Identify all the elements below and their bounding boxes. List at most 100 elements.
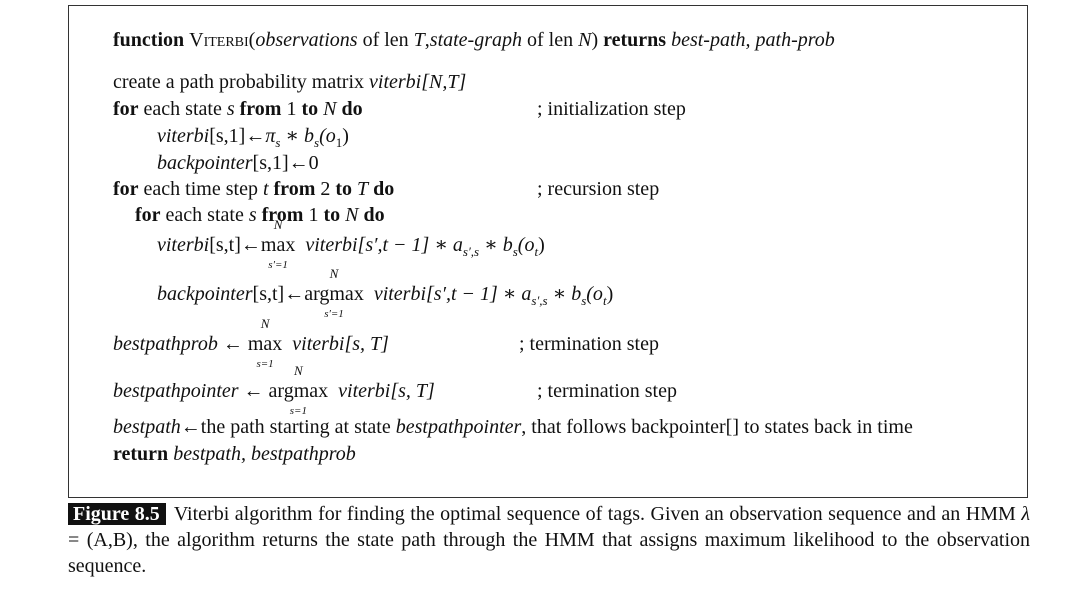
for-time-step-line: for each time step t from 2 to T do xyxy=(113,177,394,201)
argmax-lower-bound: s′=1 xyxy=(324,308,344,320)
max-upper-bound: N xyxy=(260,316,270,331)
init-viterbi-line: viterbi[s,1]←πs ∗ bs(o1) xyxy=(157,124,349,155)
backpointer-var: backpointer xyxy=(157,283,253,305)
for-state-init-line: for each state s from 1 to N do xyxy=(113,97,363,121)
keyword-do: do xyxy=(336,98,363,120)
backpointer-var: backpointer xyxy=(157,152,253,174)
obs-subscript: 1 xyxy=(335,135,343,150)
times-op: ∗ xyxy=(280,125,305,147)
var-T: T xyxy=(413,29,425,51)
comment-termination-1: ; termination step xyxy=(519,333,659,355)
times-op-2: ∗ xyxy=(547,283,572,305)
index-st: [s,t] xyxy=(252,283,285,305)
pi-symbol: π xyxy=(265,125,276,147)
keyword-to: to xyxy=(335,178,353,200)
viterbi-final-term: viterbi[s, T] xyxy=(292,333,389,355)
assign-arrow: ← xyxy=(240,234,261,256)
keyword-return: return xyxy=(113,443,169,465)
a-symbol: a xyxy=(452,234,463,256)
create-matrix-line: create a path probability matrix viterbi… xyxy=(113,70,466,94)
var-s: s xyxy=(226,98,235,120)
argmax-upper-bound: N xyxy=(294,363,303,378)
keyword-for: for xyxy=(135,204,161,226)
viterbi-prev-term: viterbi[s′,t − 1] xyxy=(305,234,430,256)
assign-arrow: ← xyxy=(288,152,309,174)
pi-subscript: s xyxy=(275,135,281,150)
b-symbol: b xyxy=(502,234,513,256)
bestpathpointer-ref: bestpathpointer xyxy=(395,416,522,438)
keyword-do: do xyxy=(368,178,395,200)
times-op: ∗ xyxy=(497,283,522,305)
keyword-to: to xyxy=(301,98,319,120)
viterbi-final-term: viterbi[s, T] xyxy=(338,380,435,402)
obs-arg: (o xyxy=(319,125,336,147)
text-1: 1 xyxy=(303,204,324,226)
max-label: max xyxy=(247,333,283,355)
times-op: ∗ xyxy=(429,234,453,256)
b-symbol: b xyxy=(571,283,582,305)
max-label: max xyxy=(260,234,296,256)
algorithm-box: function Viterbi(observations of len T,s… xyxy=(68,5,1028,498)
viterbi-prev-term: viterbi[s′,t − 1] xyxy=(373,283,498,305)
b-subscript: s xyxy=(314,135,320,150)
a-subscript: s′,s xyxy=(462,244,480,259)
var-T: T xyxy=(352,178,369,200)
assign-arrow: ← xyxy=(217,333,248,355)
lambda-symbol: λ xyxy=(1021,503,1030,525)
b-symbol: b xyxy=(304,125,315,147)
comment-recursion: ; recursion step xyxy=(537,178,660,200)
return-values: bestpath, bestpathprob xyxy=(168,443,356,465)
max-lower-bound: s′=1 xyxy=(268,259,288,271)
keyword-from: from xyxy=(256,204,304,226)
max-upper-bound: N xyxy=(273,217,283,232)
keyword-for: for xyxy=(113,178,139,200)
text-each-time-step: each time step xyxy=(138,178,263,200)
assign-arrow: ← xyxy=(180,416,201,438)
paren-close: ) xyxy=(538,234,545,256)
viterbi-var: viterbi xyxy=(157,234,210,256)
var-N: N xyxy=(318,98,337,120)
keyword-to: to xyxy=(323,204,341,226)
for-state-inner-line: for each state s from 1 to N do xyxy=(135,203,385,227)
keyword-for: for xyxy=(113,98,139,120)
viterbi-var: viterbi xyxy=(157,125,210,147)
text-2: 2 xyxy=(315,178,336,200)
function-name: Viterbi xyxy=(189,29,249,51)
function-header: function Viterbi(observations of len T,s… xyxy=(113,28,835,52)
init-backpointer-line: backpointer[s,1]←0 xyxy=(157,151,319,175)
return-values: best-path, path-prob xyxy=(666,29,835,51)
text-1: 1 xyxy=(281,98,302,120)
b-subscript: s xyxy=(512,244,518,259)
bestpath-text-2: , that follows backpointer[] to states b… xyxy=(521,416,913,438)
b-subscript: s xyxy=(581,293,587,308)
bestpathprob-var: bestpathprob xyxy=(113,333,218,355)
keyword-do: do xyxy=(358,204,385,226)
obs-arg: (o xyxy=(517,234,535,256)
times-op-2: ∗ xyxy=(479,234,503,256)
index-st: [s,t] xyxy=(209,234,241,256)
caption-text-1: Viterbi algorithm for finding the optima… xyxy=(173,503,1022,525)
a-symbol: a xyxy=(521,283,532,305)
viterbi-matrix-var: viterbi[N,T] xyxy=(369,71,467,93)
figure-label: Figure 8.5 xyxy=(68,503,166,525)
comment-initialization: ; initialization step xyxy=(537,98,686,120)
text-of-len-2: of len xyxy=(522,29,579,51)
keyword-from: from xyxy=(234,98,282,120)
var-N: N xyxy=(340,204,359,226)
a-subscript: s′,s xyxy=(531,293,548,308)
var-t: t xyxy=(262,178,269,200)
keyword-function: function xyxy=(113,29,185,51)
comment-termination-2: ; termination step xyxy=(537,380,677,402)
text-of-len: of len xyxy=(357,29,414,51)
index-s1: [s,1] xyxy=(252,152,289,174)
keyword-from: from xyxy=(268,178,316,200)
text-each-state: each state xyxy=(138,98,227,120)
obs-subscript: t xyxy=(534,244,539,259)
obs-arg: (o xyxy=(586,283,603,305)
assign-arrow: ← xyxy=(245,125,266,147)
bestpath-var: bestpath xyxy=(113,416,181,438)
paren-close: ) xyxy=(342,125,349,147)
